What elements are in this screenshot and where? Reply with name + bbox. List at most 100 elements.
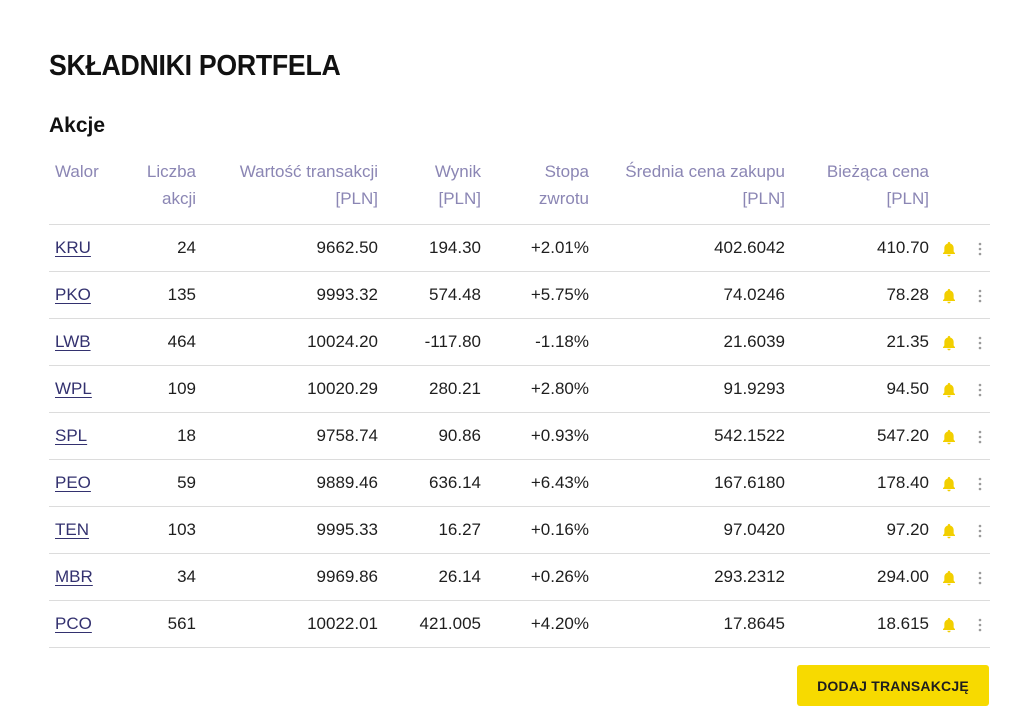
col-header-menu: [969, 153, 990, 225]
bell-icon[interactable]: [940, 381, 958, 399]
return-rate-cell: +5.75%: [481, 271, 589, 319]
menu-cell: [969, 600, 990, 648]
menu-cell: [969, 224, 990, 272]
return-rate-cell: +0.16%: [481, 506, 589, 554]
result-cell: 194.30: [378, 224, 481, 272]
current-price-cell: 94.50: [785, 365, 929, 413]
ticker-link[interactable]: WPL: [55, 379, 92, 398]
shares-cell: 561: [129, 600, 196, 648]
ticker-link[interactable]: KRU: [55, 238, 91, 257]
col-header-walor: Walor: [49, 153, 129, 225]
transaction-value-cell: 9889.46: [196, 459, 378, 507]
more-vertical-icon[interactable]: [978, 289, 982, 303]
shares-cell: 109: [129, 365, 196, 413]
avg-purchase-price-cell: 293.2312: [589, 553, 785, 601]
avg-purchase-price-cell: 402.6042: [589, 224, 785, 272]
table-header-row: Walor Liczba akcji Wartość transakcji [PLN…: [49, 153, 990, 225]
add-transaction-button[interactable]: DODAJ TRANSAKCJĘ: [797, 665, 989, 706]
current-price-cell: 21.35: [785, 318, 929, 366]
ticker-cell: PKO: [49, 271, 129, 319]
more-vertical-icon[interactable]: [978, 524, 982, 538]
bell-icon[interactable]: [940, 569, 958, 587]
bell-icon[interactable]: [940, 616, 958, 634]
bell-icon[interactable]: [940, 287, 958, 305]
section-title-akcje: Akcje: [49, 114, 106, 137]
more-vertical-icon[interactable]: [978, 571, 982, 585]
bell-icon[interactable]: [940, 475, 958, 493]
alert-cell: [929, 224, 969, 272]
col-header-wynik: Wynik [PLN]: [378, 153, 481, 225]
bell-icon[interactable]: [940, 334, 958, 352]
avg-purchase-price-cell: 91.9293: [589, 365, 785, 413]
more-vertical-icon[interactable]: [978, 618, 982, 632]
result-cell: 16.27: [378, 506, 481, 554]
alert-cell: [929, 365, 969, 413]
ticker-link[interactable]: SPL: [55, 426, 88, 445]
transaction-value-cell: 9758.74: [196, 412, 378, 460]
return-rate-cell: -1.18%: [481, 318, 589, 366]
ticker-link[interactable]: PCO: [55, 614, 92, 633]
more-vertical-icon[interactable]: [978, 242, 982, 256]
ticker-cell: KRU: [49, 224, 129, 272]
current-price-cell: 97.20: [785, 506, 929, 554]
menu-cell: [969, 365, 990, 413]
table-row: PEO 59 9889.46 636.14 +6.43% 167.6180 17…: [49, 459, 990, 507]
more-vertical-icon[interactable]: [978, 336, 982, 350]
table-row: PCO 561 10022.01 421.005 +4.20% 17.8645 …: [49, 600, 990, 648]
shares-cell: 59: [129, 459, 196, 507]
shares-cell: 464: [129, 318, 196, 366]
current-price-cell: 410.70: [785, 224, 929, 272]
shares-cell: 18: [129, 412, 196, 460]
alert-cell: [929, 271, 969, 319]
result-cell: 636.14: [378, 459, 481, 507]
bell-icon[interactable]: [940, 240, 958, 258]
transaction-value-cell: 9662.50: [196, 224, 378, 272]
transaction-value-cell: 9995.33: [196, 506, 378, 554]
menu-cell: [969, 271, 990, 319]
more-vertical-icon[interactable]: [978, 383, 982, 397]
more-vertical-icon[interactable]: [978, 477, 982, 491]
shares-cell: 24: [129, 224, 196, 272]
result-cell: -117.80: [378, 318, 481, 366]
ticker-link[interactable]: MBR: [55, 567, 93, 586]
current-price-cell: 18.615: [785, 600, 929, 648]
more-vertical-icon[interactable]: [978, 430, 982, 444]
result-cell: 574.48: [378, 271, 481, 319]
avg-purchase-price-cell: 17.8645: [589, 600, 785, 648]
return-rate-cell: +0.93%: [481, 412, 589, 460]
menu-cell: [969, 506, 990, 554]
ticker-cell: MBR: [49, 553, 129, 601]
ticker-link[interactable]: PEO: [55, 473, 91, 492]
ticker-link[interactable]: TEN: [55, 520, 89, 539]
avg-purchase-price-cell: 97.0420: [589, 506, 785, 554]
col-header-biezaca-cena: Bieżąca cena [PLN]: [785, 153, 929, 225]
current-price-cell: 178.40: [785, 459, 929, 507]
result-cell: 280.21: [378, 365, 481, 413]
transaction-value-cell: 9993.32: [196, 271, 378, 319]
result-cell: 90.86: [378, 412, 481, 460]
bell-icon[interactable]: [940, 428, 958, 446]
table-row: LWB 464 10024.20 -117.80 -1.18% 21.6039 …: [49, 318, 990, 366]
result-cell: 421.005: [378, 600, 481, 648]
table-row: TEN 103 9995.33 16.27 +0.16% 97.0420 97.…: [49, 506, 990, 554]
alert-cell: [929, 412, 969, 460]
page-title: SKŁADNIKI PORTFELA: [49, 50, 341, 82]
menu-cell: [969, 459, 990, 507]
avg-purchase-price-cell: 74.0246: [589, 271, 785, 319]
alert-cell: [929, 506, 969, 554]
table-row: MBR 34 9969.86 26.14 +0.26% 293.2312 294…: [49, 553, 990, 601]
avg-purchase-price-cell: 21.6039: [589, 318, 785, 366]
current-price-cell: 547.20: [785, 412, 929, 460]
table-row: PKO 135 9993.32 574.48 +5.75% 74.0246 78…: [49, 271, 990, 319]
alert-cell: [929, 553, 969, 601]
shares-cell: 135: [129, 271, 196, 319]
ticker-link[interactable]: PKO: [55, 285, 91, 304]
result-cell: 26.14: [378, 553, 481, 601]
bell-icon[interactable]: [940, 522, 958, 540]
current-price-cell: 78.28: [785, 271, 929, 319]
ticker-link[interactable]: LWB: [55, 332, 91, 351]
transaction-value-cell: 10024.20: [196, 318, 378, 366]
ticker-cell: LWB: [49, 318, 129, 366]
col-header-srednia-cena-zakupu: Średnia cena zakupu [PLN]: [589, 153, 785, 225]
return-rate-cell: +2.01%: [481, 224, 589, 272]
